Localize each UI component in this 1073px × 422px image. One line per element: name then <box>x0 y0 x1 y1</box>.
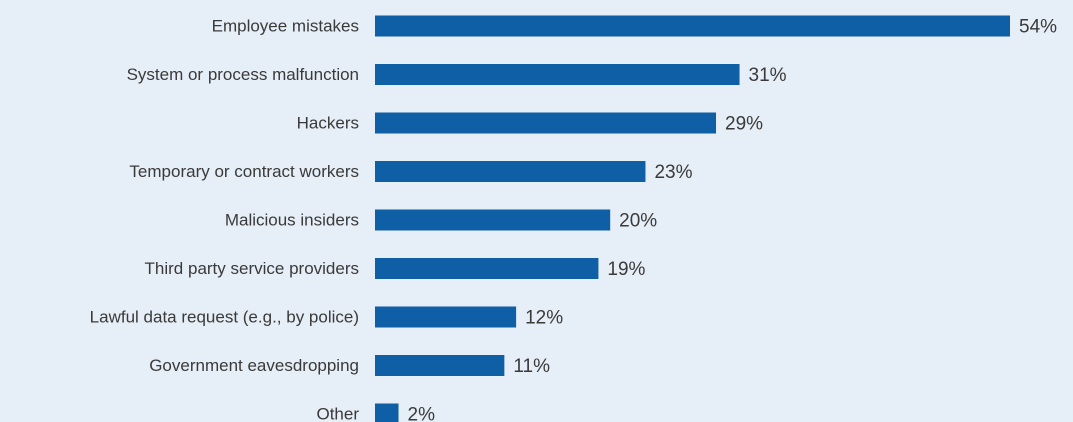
value-label: 19% <box>607 259 645 280</box>
value-labels-layer: 54% 31% 29% 23% 20% 19% 12% 11% 2% <box>408 17 1058 422</box>
value-label: 2% <box>408 405 436 422</box>
value-label: 20% <box>619 211 657 232</box>
bar <box>375 258 599 279</box>
value-label: 12% <box>525 308 563 329</box>
category-label: Employee mistakes <box>212 17 359 36</box>
value-label: 23% <box>654 162 692 183</box>
category-label: Third party service providers <box>145 259 359 278</box>
category-label: Lawful data request (e.g., by police) <box>90 308 359 327</box>
category-label: Government eavesdropping <box>149 356 359 375</box>
category-label: Malicious insiders <box>225 211 359 230</box>
category-label: Other <box>316 405 359 422</box>
bar <box>375 403 399 422</box>
bar <box>375 355 505 376</box>
bars-layer <box>375 15 1010 422</box>
category-label: Hackers <box>297 114 359 133</box>
bar <box>375 112 717 134</box>
bar <box>375 161 646 182</box>
value-label: 29% <box>725 114 763 135</box>
bar <box>375 15 1010 37</box>
bar <box>375 209 611 231</box>
bar <box>375 64 740 85</box>
category-label: Temporary or contract workers <box>129 162 359 181</box>
value-label: 54% <box>1019 17 1057 38</box>
bar <box>375 306 517 328</box>
value-label: 31% <box>749 65 787 86</box>
value-label: 11% <box>513 356 550 377</box>
category-labels-layer: Employee mistakes System or process malfu… <box>90 17 360 422</box>
category-label: System or process malfunction <box>127 65 359 84</box>
